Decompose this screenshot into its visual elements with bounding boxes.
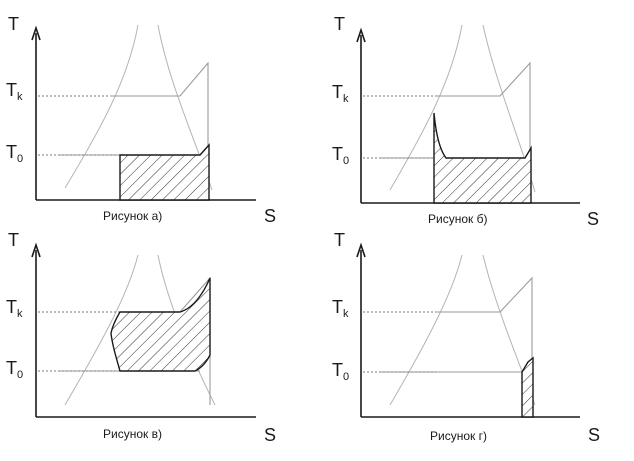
panel-d-hatched-area [521, 356, 534, 418]
panel-d-t-axis-arrow [356, 242, 366, 258]
panel-d-left-boundary-curve [389, 254, 463, 406]
panel-c-hatched-area [110, 277, 211, 372]
panel-b-hatched-area [433, 112, 532, 204]
panel-a-t-axis-label: T [8, 14, 19, 34]
panel-b-s-axis-label: S [587, 209, 599, 229]
panel-a-hatched-area [119, 143, 210, 201]
panel-d-t-axis-label: T [334, 230, 345, 250]
panel-b-t-axis-arrow [356, 27, 366, 43]
panel-b-upper-isobar [436, 61, 531, 192]
panel-c-t0-label: T0 [6, 358, 23, 381]
panel-c-s-axis-label: S [264, 425, 276, 445]
panel-b-left-boundary-curve [389, 24, 463, 191]
panel-c-tk-label: Tk [6, 297, 23, 320]
panel-b-caption: Рисунок б) [428, 212, 487, 226]
panel-d: T S Tk T0 Рисунок г) [332, 230, 600, 445]
panel-a-t-axis-arrow [31, 25, 41, 41]
panel-c: T S Tk T0 Рисунок в) [6, 230, 276, 445]
panel-a-left-boundary-curve [64, 24, 139, 189]
panel-c-caption: Рисунок в) [103, 427, 162, 441]
panel-b-tk-label: Tk [332, 82, 349, 105]
panel-a: T S Tk T0 Рисунок а) [6, 14, 276, 226]
panel-a-caption: Рисунок а) [103, 209, 162, 223]
panel-a-t0-label: T0 [6, 142, 23, 165]
panel-c-t-axis-label: T [8, 230, 19, 250]
panel-d-caption: Рисунок г) [430, 429, 487, 443]
panel-b-t0-label: T0 [332, 144, 349, 167]
panel-d-s-axis-label: S [588, 425, 600, 445]
panel-b-t-axis-label: T [334, 14, 345, 34]
panel-a-tk-label: Tk [6, 80, 23, 103]
panel-c-left-boundary-curve [64, 254, 139, 406]
panel-d-tk-label: Tk [332, 297, 349, 320]
panel-b: T S Tk T0 Рисунок б) [332, 14, 599, 229]
panel-d-t0-label: T0 [332, 360, 349, 383]
panel-a-s-axis-label: S [264, 206, 276, 226]
panel-d-upper-isobar [436, 276, 533, 405]
panel-a-upper-isobar [110, 61, 209, 190]
panel-c-t-axis-arrow [31, 242, 41, 258]
